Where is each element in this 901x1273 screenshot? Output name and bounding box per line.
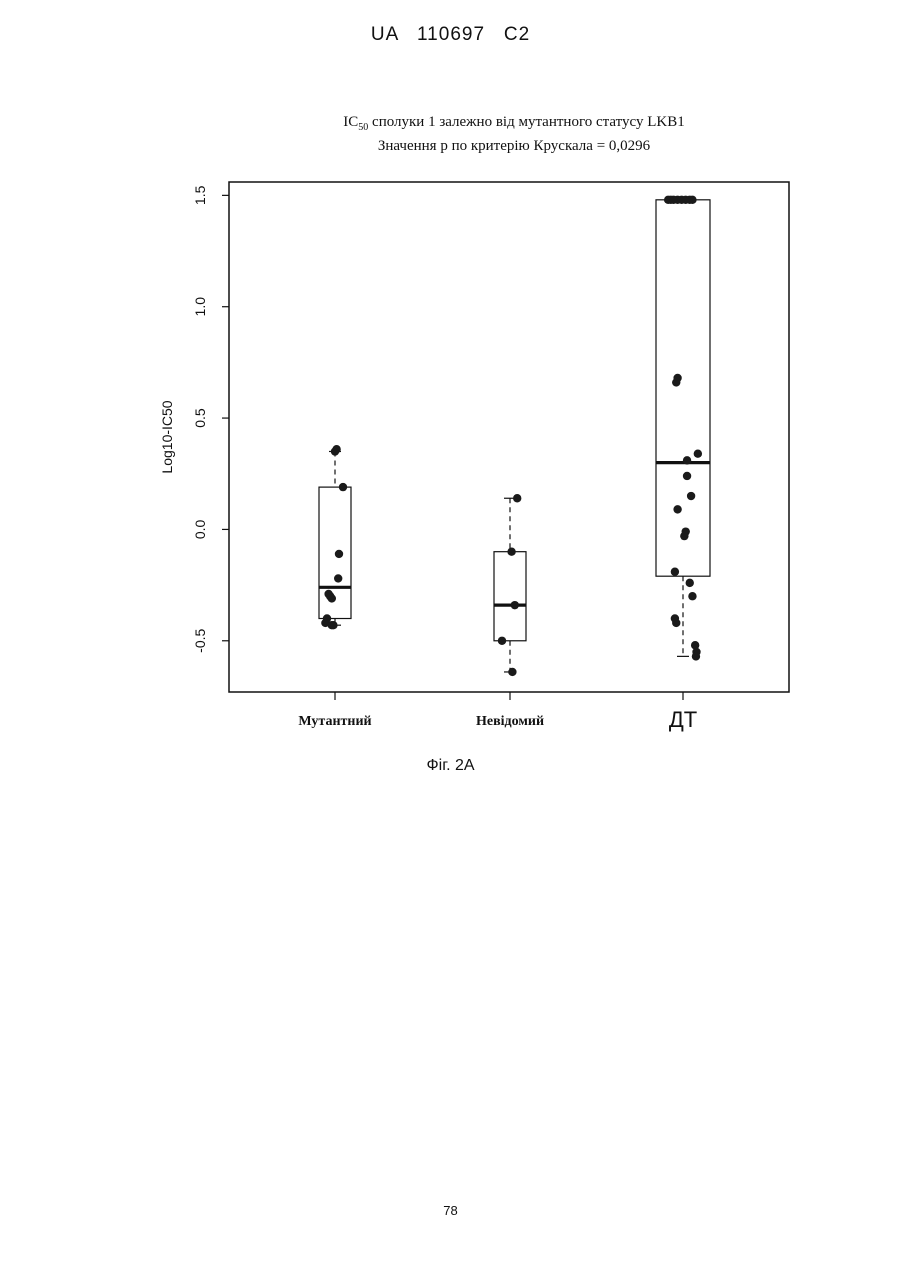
data-point [686, 579, 694, 587]
y-tick-label: 1.5 [192, 185, 208, 205]
y-axis-label: Log10-IC50 [159, 400, 175, 473]
y-tick-label: 0.5 [192, 408, 208, 428]
x-tick-label: Мутантний [298, 714, 371, 729]
y-tick-label: 0.0 [192, 519, 208, 539]
box-iqr [494, 552, 526, 641]
page-number: 78 [0, 1203, 901, 1218]
data-point [688, 196, 696, 204]
data-point [683, 456, 691, 464]
data-point [334, 574, 342, 582]
data-point [498, 637, 506, 645]
data-point [673, 505, 681, 513]
data-point [335, 550, 343, 558]
data-point [692, 652, 700, 660]
data-point [680, 532, 688, 540]
y-tick-label: 1.0 [192, 297, 208, 317]
data-point [671, 568, 679, 576]
data-point [508, 668, 516, 676]
data-point [683, 472, 691, 480]
data-point [672, 378, 680, 386]
y-tick-label: -0.5 [192, 629, 208, 653]
data-point [507, 547, 515, 555]
data-point [328, 594, 336, 602]
x-tick-label: Невідомий [476, 714, 544, 729]
data-point [688, 592, 696, 600]
data-point [328, 621, 336, 629]
data-point [332, 445, 340, 453]
data-point [672, 619, 680, 627]
x-tick-label: ДТ [669, 707, 697, 732]
data-point [511, 601, 519, 609]
box-iqr [656, 200, 710, 576]
figure-caption: Фіг. 2А [0, 757, 901, 775]
data-point [687, 492, 695, 500]
data-point [694, 450, 702, 458]
data-point [513, 494, 521, 502]
data-point [339, 483, 347, 491]
